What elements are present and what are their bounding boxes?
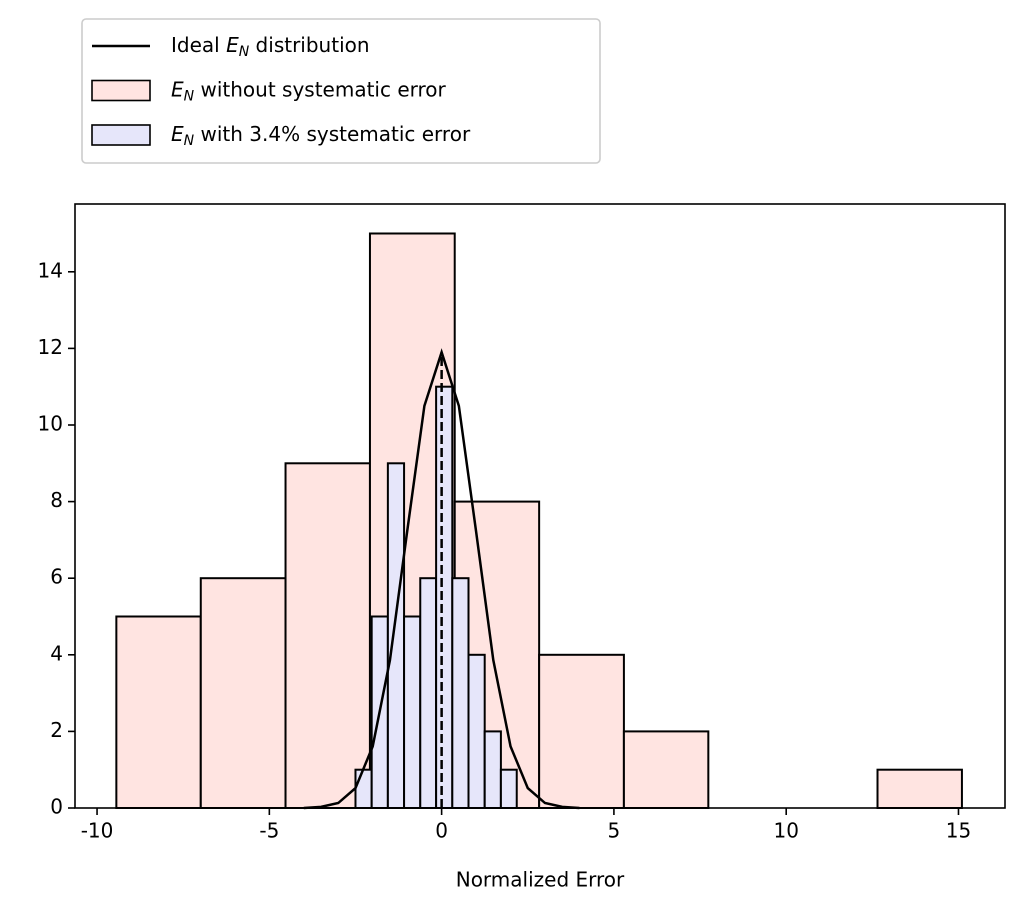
x-axis-label: Normalized Error: [456, 868, 625, 892]
y-tick-label: 2: [50, 718, 63, 742]
histogram-bar: [386, 462, 406, 809]
histogram-bar: [451, 577, 470, 810]
line: [303, 348, 580, 810]
legend-label: Ideal EN distribution: [171, 33, 370, 61]
x-tick-label: 15: [946, 819, 971, 843]
histogram-bar: [435, 385, 454, 809]
histogram-bar: [284, 462, 371, 809]
y-tick-label: 4: [50, 641, 63, 665]
y-tick-label: 0: [50, 795, 63, 819]
histogram-bar: [538, 653, 625, 810]
y-tick-label: 6: [50, 565, 63, 589]
legend-frame: [81, 18, 601, 164]
y-tick-label: 14: [38, 258, 63, 282]
histogram-bar: [199, 577, 287, 810]
histogram-bar: [876, 768, 963, 809]
histogram-bar: [419, 577, 438, 810]
x-tick-label: 5: [608, 819, 621, 843]
y-tick-label: 8: [50, 488, 63, 512]
legend-label: EN without systematic error: [171, 77, 447, 105]
histogram-bar: [115, 615, 202, 809]
y-tick-label: 12: [38, 335, 63, 359]
legend-patch: [91, 79, 151, 102]
histogram-bar: [499, 768, 518, 809]
y-tick-label: 10: [38, 411, 63, 435]
histogram-bar: [354, 768, 373, 809]
legend-label: EN with 3.4% systematic error: [171, 122, 471, 150]
histogram-bar: [467, 653, 486, 810]
x-tick-label: 10: [773, 819, 798, 843]
x-tick-label: -5: [259, 819, 279, 843]
x-tick-label: -10: [81, 819, 114, 843]
histogram-bar: [483, 730, 502, 810]
legend: Ideal EN distribution EN without systemat…: [81, 18, 601, 164]
x-tick-label: 0: [435, 819, 448, 843]
histogram-bar: [403, 615, 422, 809]
legend-patch: [91, 124, 151, 146]
histogram-bar: [622, 730, 710, 810]
plot-frame: [74, 203, 1006, 809]
